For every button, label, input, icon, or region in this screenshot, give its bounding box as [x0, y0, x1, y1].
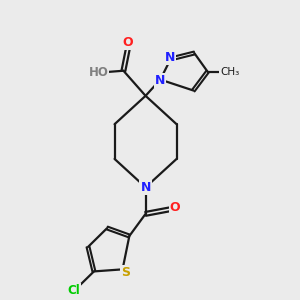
Text: O: O: [123, 36, 133, 49]
Text: N: N: [165, 51, 175, 64]
Text: HO: HO: [88, 66, 108, 79]
Text: Cl: Cl: [67, 284, 80, 297]
Text: S: S: [121, 266, 130, 279]
Text: CH₃: CH₃: [220, 67, 239, 76]
Text: N: N: [154, 74, 165, 87]
Text: O: O: [170, 202, 180, 214]
Text: N: N: [140, 181, 151, 194]
